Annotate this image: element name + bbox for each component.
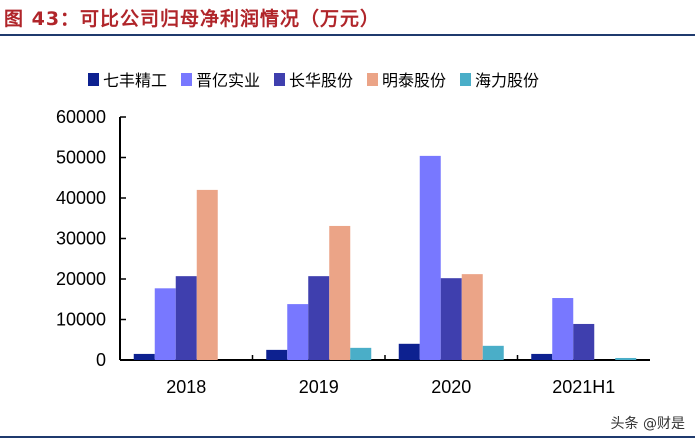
bar-2020-3 — [461, 274, 483, 360]
bar-2018-2 — [175, 276, 197, 360]
bar-2021H1-4 — [615, 357, 637, 360]
y-tick-label: 50000 — [56, 148, 106, 168]
bar-2020-1 — [419, 155, 441, 360]
legend-swatch-2 — [274, 73, 285, 86]
bar-2019-4 — [350, 347, 372, 360]
bar-2021H1-2 — [573, 323, 595, 360]
x-tick-label: 2019 — [299, 377, 339, 397]
bottom-divider — [0, 436, 695, 438]
x-tick-label: 2021H1 — [552, 377, 615, 397]
bar-2018-3 — [196, 189, 218, 360]
y-tick-label: 30000 — [56, 229, 106, 249]
y-tick-label: 10000 — [56, 310, 106, 330]
legend-label-0: 七丰精工 — [103, 71, 167, 90]
bar-2019-3 — [329, 225, 351, 360]
bar-2018-1 — [154, 288, 176, 360]
bar-2020-0 — [398, 343, 420, 360]
bar-2020-4 — [482, 345, 504, 360]
watermark: 头条 @财是 — [610, 416, 685, 432]
x-tick-label: 2018 — [166, 377, 206, 397]
x-tick-label: 2020 — [431, 377, 471, 397]
bar-2019-0 — [266, 349, 288, 360]
y-tick-label: 60000 — [56, 107, 106, 127]
legend-label-3: 明泰股份 — [382, 71, 446, 90]
bar-2018-0 — [133, 353, 155, 360]
bar-2020-2 — [440, 278, 462, 360]
bar-2021H1-0 — [531, 353, 553, 360]
legend-swatch-0 — [88, 73, 99, 86]
title-divider — [0, 34, 695, 36]
y-tick-label: 0 — [96, 350, 106, 370]
figure-title: 图 43：可比公司归母净利润情况（万元） — [4, 8, 381, 30]
bar-2019-1 — [287, 304, 309, 360]
legend-label-2: 长华股份 — [289, 71, 353, 90]
legend-label-1: 晋亿实业 — [196, 71, 260, 90]
y-tick-label: 20000 — [56, 269, 106, 289]
bar-2021H1-1 — [552, 298, 574, 360]
legend-swatch-4 — [460, 73, 471, 86]
legend-label-4: 海力股份 — [475, 71, 539, 90]
y-tick-label: 40000 — [56, 188, 106, 208]
legend-swatch-1 — [181, 73, 192, 86]
bar-2019-2 — [308, 276, 330, 360]
legend-swatch-3 — [367, 73, 378, 86]
